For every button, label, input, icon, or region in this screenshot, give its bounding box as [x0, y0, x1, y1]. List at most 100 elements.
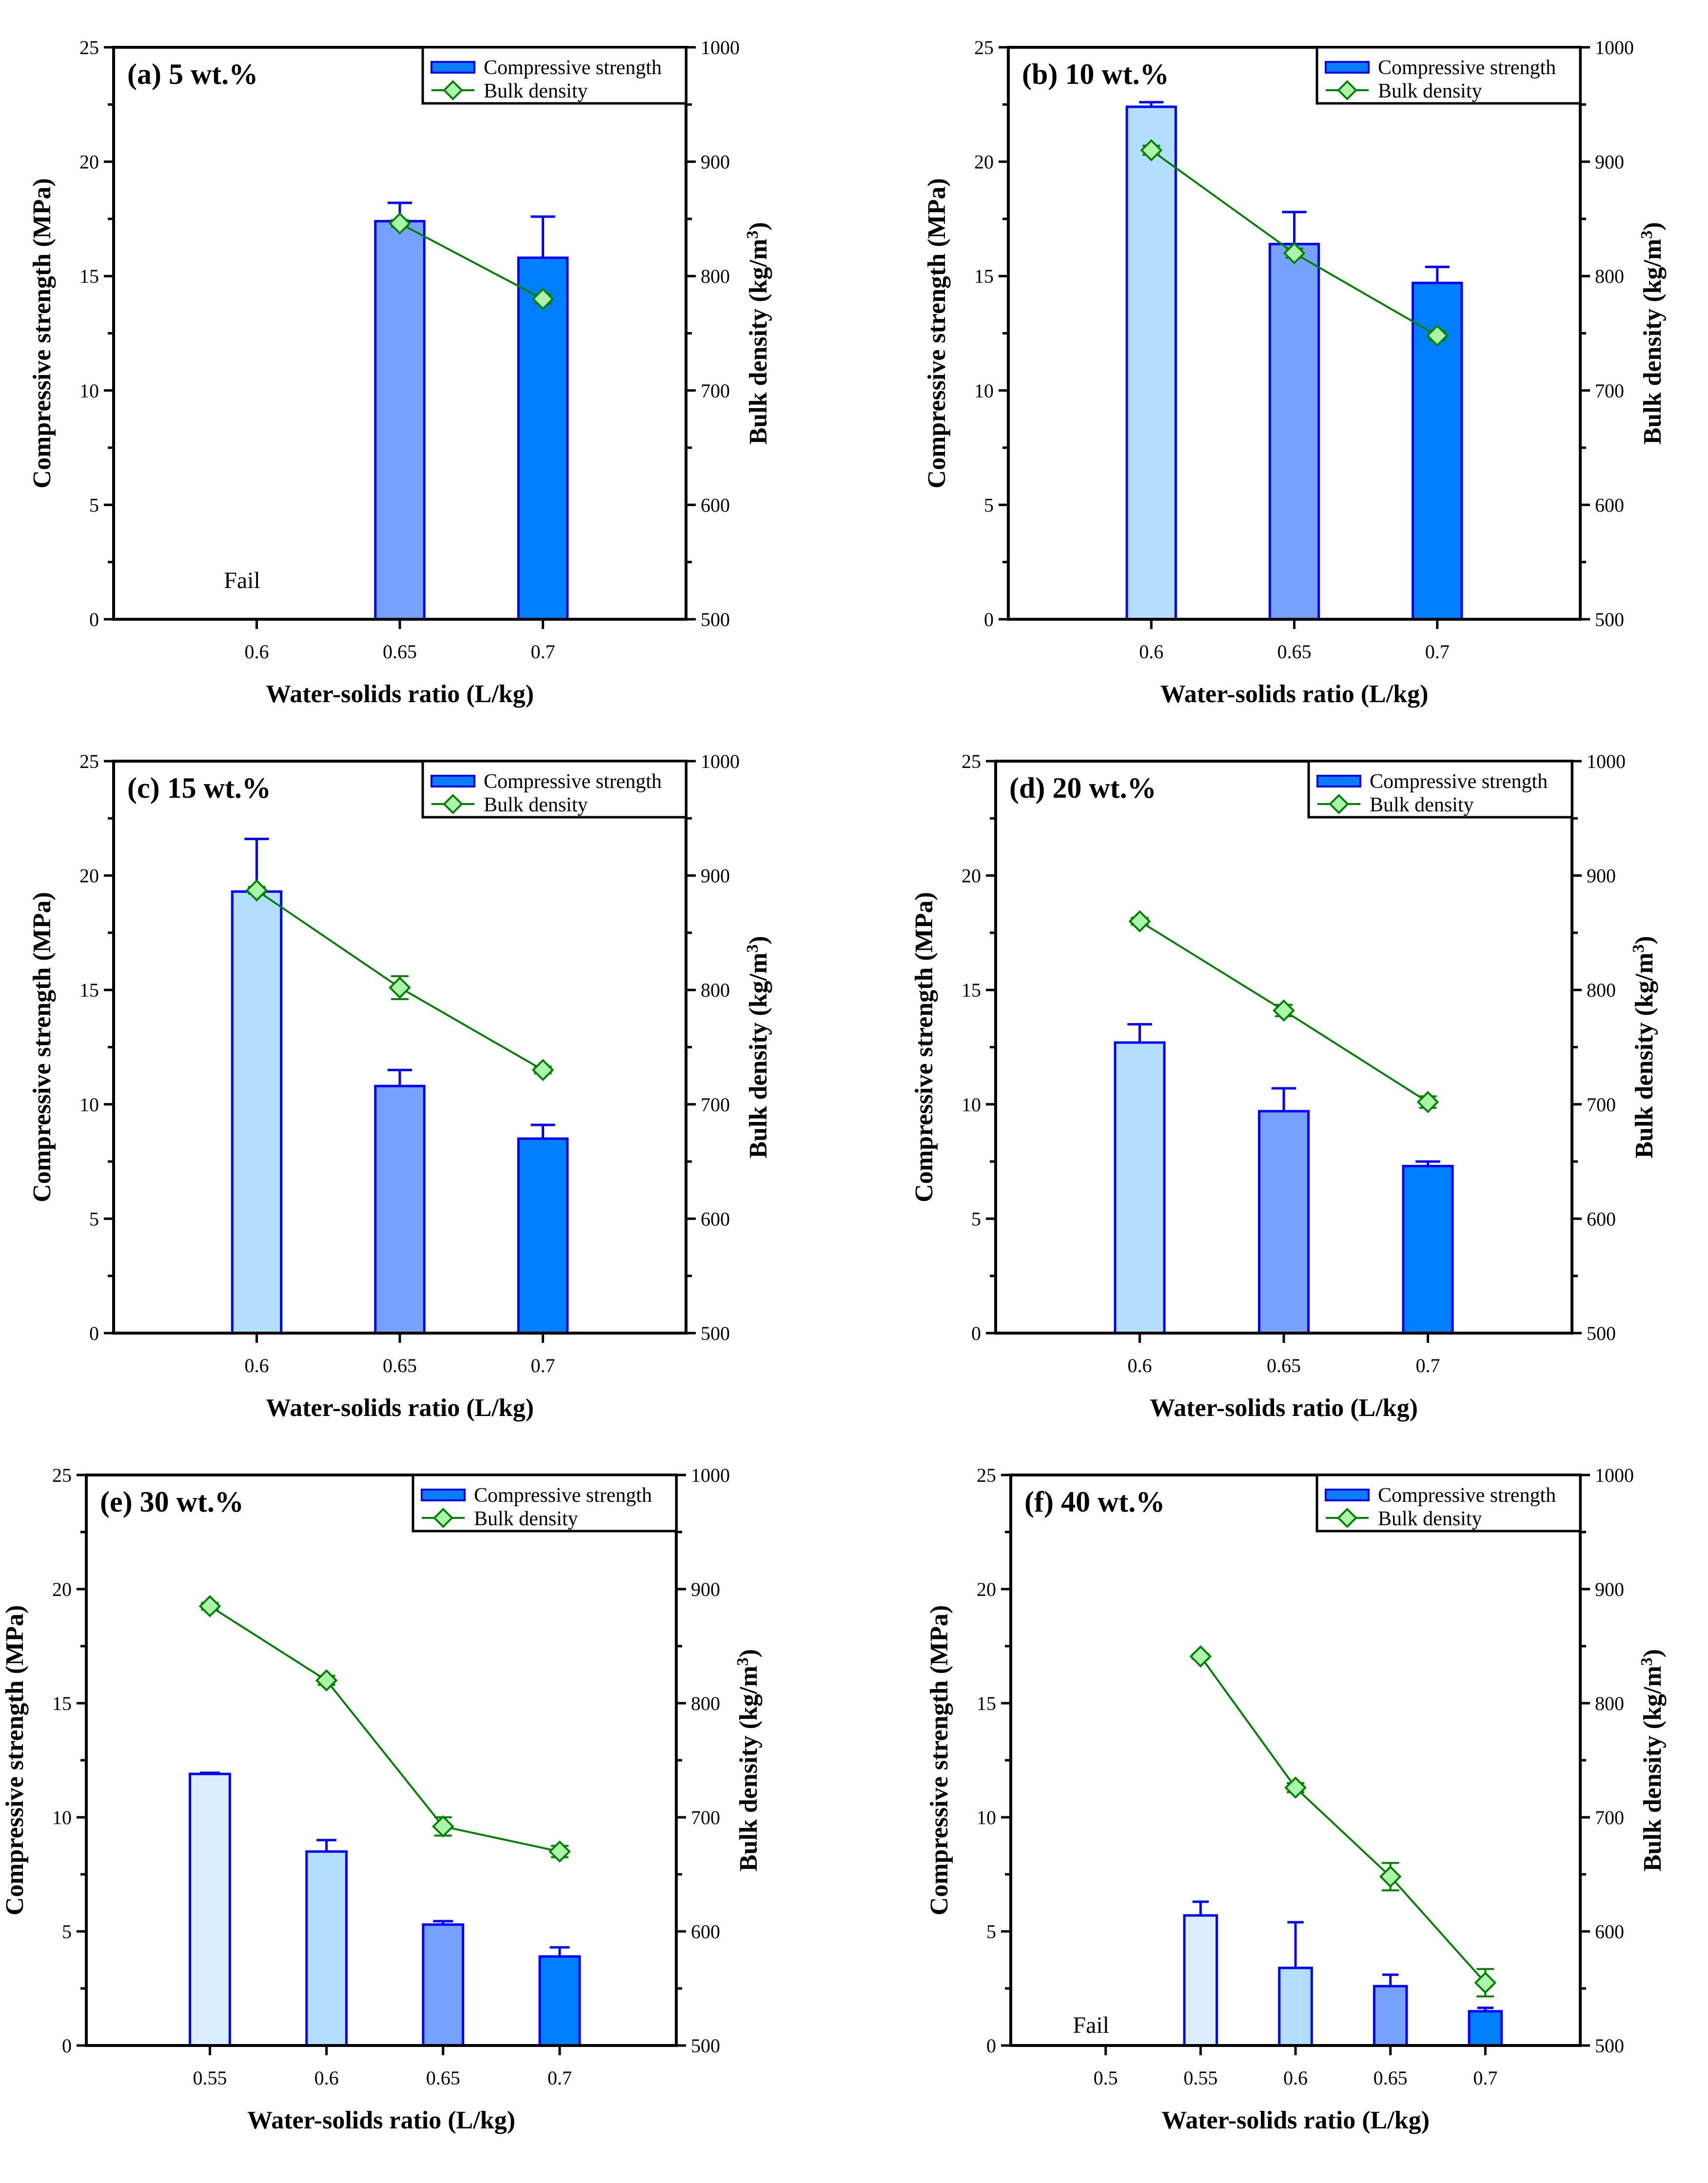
y2-axis-label: Bulk density (kg/m3)	[744, 936, 773, 1158]
y2-tick-label: 900	[1587, 865, 1616, 887]
bar-0.65	[1373, 1985, 1408, 2047]
x-axis-label: Water-solids ratio (L/kg)	[1150, 1394, 1418, 1422]
y2-tick-label: 800	[1587, 979, 1616, 1001]
x-tick-label: 0.5	[1094, 2067, 1118, 2089]
density-point	[549, 1840, 571, 1863]
y-tick-label: 10	[977, 1807, 996, 1829]
y-tick-label: 0	[986, 2035, 996, 2057]
y2-tick-label: 600	[1595, 494, 1624, 516]
y-tick-label: 20	[79, 151, 99, 173]
density-point	[198, 1595, 221, 1617]
y-tick-label: 10	[962, 1094, 981, 1116]
y-tick-label: 25	[52, 1464, 72, 1486]
legend-label-strength: Compressive strength	[484, 57, 662, 79]
x-tick-label: 0.7	[531, 641, 555, 663]
density-point	[531, 288, 554, 310]
bar-0.6	[305, 1850, 348, 2047]
legend-marker-swatch	[1337, 1508, 1357, 1528]
legend-marker-swatch	[443, 80, 463, 100]
y2-label-superscript: 3	[1629, 944, 1648, 953]
y-axis-label: Compressive strength (MPa)	[28, 892, 56, 1202]
density-point	[1379, 1865, 1402, 1888]
y2-tick-label: 800	[701, 265, 730, 287]
legend-bar-swatch	[1316, 775, 1361, 787]
legend-marker-swatch	[1329, 794, 1349, 814]
x-tick-label: 0.6	[245, 641, 269, 663]
y2-tick-label: 700	[1595, 380, 1624, 402]
y-tick-label: 20	[974, 151, 994, 173]
panel-title: (b) 10 wt.%	[1022, 58, 1169, 90]
y-tick-label: 20	[977, 1578, 996, 1600]
legend-marker-swatch	[1337, 80, 1357, 100]
y2-label-superscript: 3	[1638, 231, 1656, 239]
y-tick-label: 20	[52, 1578, 72, 1600]
y-axis-label: Compressive strength (MPa)	[925, 1605, 953, 1915]
y2-label-text: Bulk density (kg/m	[745, 953, 772, 1159]
density-point	[1140, 139, 1163, 161]
chart-panel-b: 0 5 10 15 20 25 500 600 700 800 900 1000 0.6 0.65 0.7 W…	[923, 37, 1667, 708]
legend-label-density: Bulk density	[1378, 1508, 1482, 1530]
y-tick-label: 25	[974, 37, 994, 59]
x-tick-label: 0.65	[1277, 641, 1312, 663]
y2-tick-label: 500	[701, 1322, 730, 1344]
x-tick-label: 0.7	[1473, 2067, 1497, 2089]
x-tick-label: 0.6	[1128, 1355, 1152, 1377]
legend-box	[421, 46, 687, 105]
y2-tick-label: 500	[1587, 1322, 1616, 1344]
fail-annotation: Fail	[224, 568, 260, 593]
legend-box	[1315, 1474, 1582, 1533]
legend-label-strength: Compressive strength	[1378, 1484, 1556, 1507]
y-tick-label: 25	[977, 1464, 996, 1486]
bar-0.65	[374, 1084, 426, 1335]
x-tick-label: 0.65	[383, 1355, 417, 1377]
y-tick-label: 15	[962, 979, 981, 1001]
bulk-density-line	[399, 222, 544, 300]
legend-bar-swatch	[431, 61, 475, 74]
y2-label-end: )	[1639, 222, 1667, 230]
bar-0.7	[517, 1137, 569, 1335]
y2-label-text: Bulk density (kg/m	[735, 1666, 763, 1871]
density-point	[1426, 324, 1449, 347]
y-tick-label: 5	[62, 1921, 72, 1943]
legend-label-density: Bulk density	[1378, 80, 1482, 102]
legend-marker-swatch	[433, 1508, 453, 1528]
y2-label-text: Bulk density (kg/m	[745, 239, 772, 445]
legend-box	[421, 760, 687, 819]
x-tick-label: 0.55	[1183, 2067, 1217, 2089]
x-tick-label: 0.6	[314, 2067, 339, 2089]
bar-0.6	[1125, 105, 1177, 621]
panel-title: (d) 20 wt.%	[1009, 772, 1157, 804]
bar-0.6	[231, 890, 283, 1335]
y-tick-label: 10	[974, 380, 994, 402]
y2-tick-label: 500	[701, 609, 730, 630]
y-axis-label: Compressive strength (MPa)	[910, 892, 938, 1202]
legend-label-strength: Compressive strength	[1370, 770, 1548, 793]
y-tick-label: 10	[52, 1807, 72, 1829]
y2-label-end: )	[745, 222, 772, 230]
y2-tick-label: 600	[701, 1208, 730, 1230]
x-tick-label: 0.7	[531, 1355, 555, 1377]
x-tick-label: 0.6	[1283, 2067, 1308, 2089]
density-point	[1474, 1971, 1497, 1994]
y-tick-label: 10	[79, 380, 99, 402]
y-tick-label: 25	[962, 750, 981, 772]
y2-label-end: )	[735, 1649, 763, 1657]
y2-axis-label: Bulk density (kg/m3)	[1638, 1649, 1667, 1871]
x-tick-label: 0.6	[1139, 641, 1163, 663]
legend-label-strength: Compressive strength	[474, 1484, 652, 1507]
y2-axis-label: Bulk density (kg/m3)	[744, 222, 773, 444]
x-axis-label: Water-solids ratio (L/kg)	[1160, 680, 1429, 708]
y-axis-label: Compressive strength (MPa)	[1, 1605, 29, 1915]
y2-label-superscript: 3	[744, 944, 762, 953]
legend-bar-swatch	[1325, 61, 1370, 74]
bar-0.65	[1257, 1110, 1310, 1335]
y-tick-label: 15	[977, 1692, 996, 1714]
y-tick-label: 5	[89, 1208, 99, 1230]
y2-label-end: )	[1639, 1649, 1667, 1657]
x-tick-label: 0.7	[1425, 641, 1450, 663]
x-axis-label: Water-solids ratio (L/kg)	[1161, 2106, 1430, 2134]
y2-axis-label: Bulk density (kg/m3)	[1629, 936, 1659, 1158]
density-point	[1128, 910, 1151, 933]
x-tick-label: 0.65	[383, 641, 417, 663]
legend-label-density: Bulk density	[474, 1508, 578, 1530]
